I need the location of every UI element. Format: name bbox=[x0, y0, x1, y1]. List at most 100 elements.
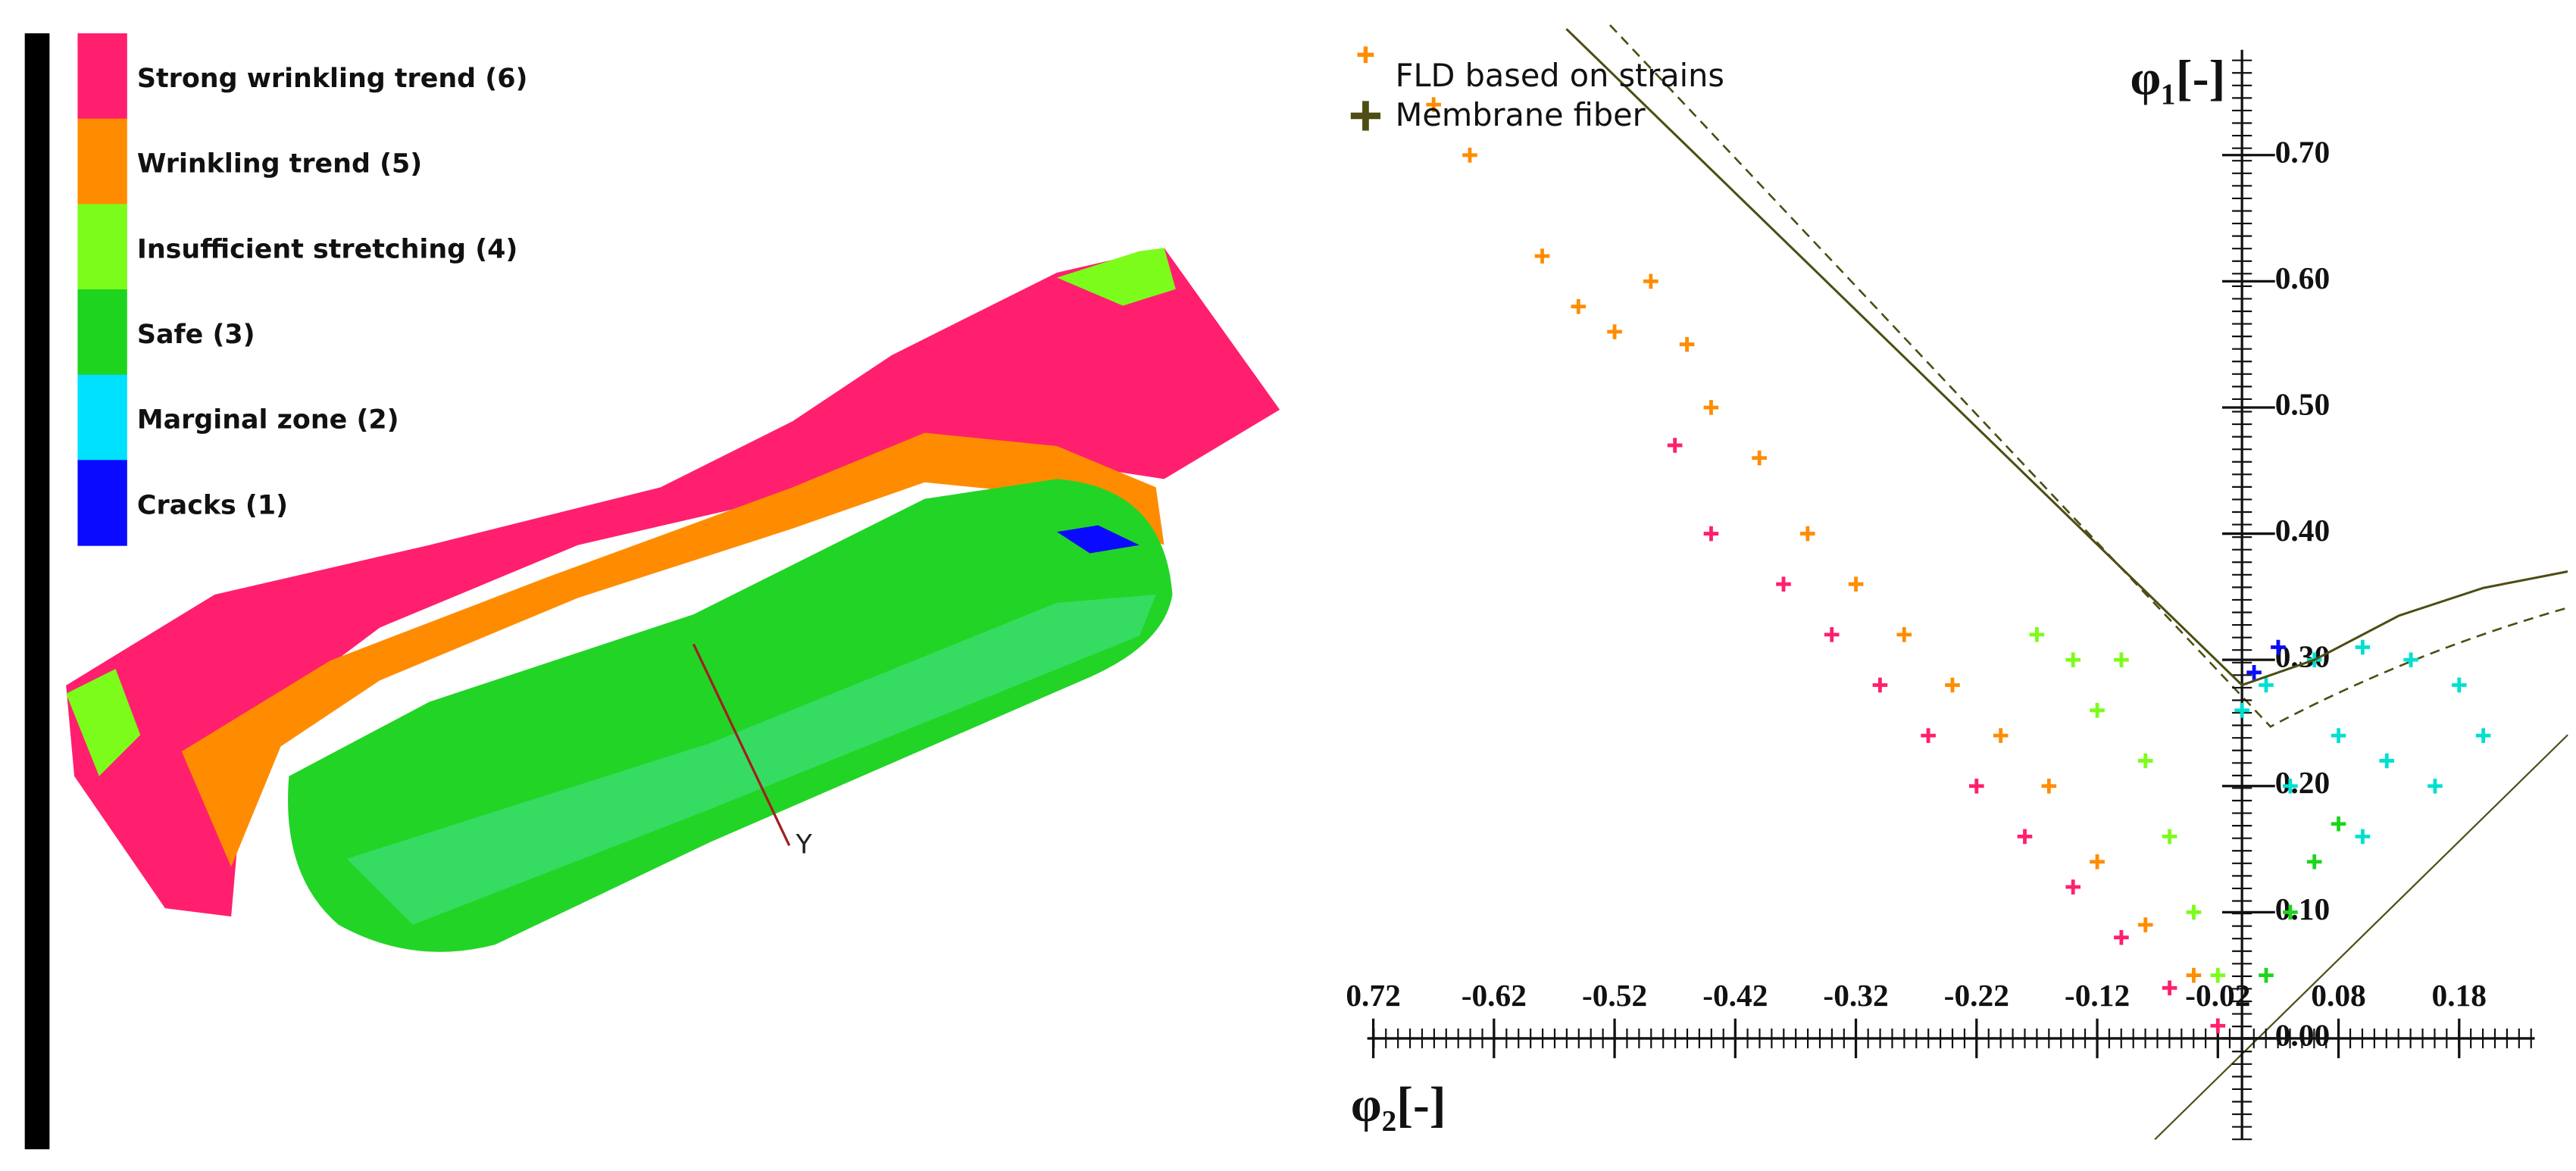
x-tick-label: 0.18 bbox=[2432, 978, 2487, 1013]
legend-label: Marginal zone (2) bbox=[137, 405, 399, 436]
y-tick-label: 0.10 bbox=[2275, 892, 2330, 926]
point bbox=[2451, 677, 2467, 693]
point bbox=[1776, 576, 1791, 592]
point bbox=[1872, 677, 1888, 693]
point bbox=[1534, 248, 1550, 264]
x-tick-label: -0.02 bbox=[2185, 978, 2250, 1013]
point bbox=[2428, 778, 2443, 794]
point bbox=[2355, 639, 2371, 655]
point bbox=[2246, 665, 2262, 680]
point bbox=[1848, 576, 1864, 592]
y-tick-label: 0.50 bbox=[2275, 386, 2330, 421]
point bbox=[1752, 450, 1767, 466]
triad-label: Y bbox=[796, 829, 813, 860]
point bbox=[2331, 728, 2346, 743]
x-tick-label: -0.42 bbox=[1702, 978, 1768, 1013]
legend-swatch bbox=[77, 118, 127, 205]
point bbox=[2210, 1018, 2226, 1034]
x-tick-label: -0.12 bbox=[2065, 978, 2130, 1013]
legend-swatch bbox=[77, 460, 127, 546]
point bbox=[1800, 526, 1815, 542]
legend-label: Safe (3) bbox=[137, 320, 255, 350]
point bbox=[2271, 639, 2286, 655]
point bbox=[2090, 702, 2105, 718]
point bbox=[1993, 728, 2009, 743]
flange-patch bbox=[1056, 248, 1176, 306]
legend-swatch bbox=[77, 33, 127, 120]
point bbox=[2162, 829, 2177, 845]
point bbox=[2403, 652, 2418, 667]
x-tick-label: -0.32 bbox=[1823, 978, 1888, 1013]
point bbox=[1679, 336, 1695, 352]
legend: Strong wrinkling trend (6) Wrinkling tren… bbox=[77, 33, 527, 546]
membrane-fiber-line bbox=[1565, 28, 2568, 687]
point bbox=[2137, 917, 2153, 932]
point bbox=[2331, 816, 2346, 832]
x-tick-label: -0.62 bbox=[1462, 978, 1527, 1013]
x-tick-label: 0.08 bbox=[2311, 978, 2365, 1013]
plane-strain-line bbox=[2154, 734, 2568, 1140]
point bbox=[1643, 273, 1658, 289]
y-tick-label: 0.70 bbox=[2275, 134, 2330, 169]
point bbox=[2065, 652, 2081, 667]
point bbox=[1945, 677, 1960, 693]
marks bbox=[1426, 28, 2568, 1034]
crack-spot bbox=[1056, 525, 1140, 554]
x-tick-label: -0.22 bbox=[1944, 978, 2009, 1013]
triad-axis bbox=[692, 643, 791, 846]
point bbox=[2029, 627, 2045, 642]
wall bbox=[181, 432, 1165, 867]
point bbox=[2259, 967, 2274, 983]
point bbox=[2379, 753, 2395, 769]
point bbox=[1824, 627, 1840, 642]
legend-label: Membrane fiber bbox=[1396, 97, 1646, 133]
y-tick-label: 0.00 bbox=[2275, 1017, 2330, 1052]
point bbox=[2306, 854, 2322, 870]
legend-swatch bbox=[77, 289, 127, 376]
legend-swatch bbox=[77, 204, 127, 290]
point bbox=[2041, 778, 2057, 794]
point bbox=[2283, 778, 2298, 794]
legend-label: Insufficient stretching (4) bbox=[137, 234, 517, 264]
point bbox=[2114, 929, 2129, 945]
flange-patch bbox=[66, 669, 141, 776]
point bbox=[1968, 778, 1984, 794]
fld-dashed-line bbox=[1609, 24, 2568, 728]
y-tick-label: 0.20 bbox=[2275, 765, 2330, 800]
point bbox=[1462, 147, 1477, 163]
plot: 0.72 -0.62 -0.52 -0.42 -0.32 -0.22 -0.12 -0.02 0… bbox=[1346, 28, 2568, 1141]
point bbox=[2090, 854, 2105, 870]
legend-marker bbox=[1357, 46, 1374, 64]
legend-label: Strong wrinkling trend (6) bbox=[137, 64, 528, 94]
point bbox=[2162, 980, 2177, 996]
point bbox=[2114, 652, 2129, 667]
point bbox=[1571, 298, 1587, 314]
point bbox=[2234, 702, 2249, 718]
point bbox=[1703, 526, 1719, 542]
side-bar bbox=[24, 33, 50, 1150]
legend-label: FLD based on strains bbox=[1396, 58, 1724, 94]
legend-label: Cracks (1) bbox=[137, 490, 288, 520]
point bbox=[2137, 753, 2153, 769]
y-tick-label: 0.60 bbox=[2275, 261, 2330, 295]
point bbox=[1703, 400, 1719, 415]
point bbox=[1921, 728, 1936, 743]
point bbox=[2186, 904, 2202, 920]
point bbox=[2475, 728, 2491, 743]
x-tick-label: 0.72 bbox=[1346, 978, 1400, 1013]
legend-marker bbox=[1350, 101, 1381, 131]
legend-label: Wrinkling trend (5) bbox=[137, 149, 422, 180]
x-tick-label: -0.52 bbox=[1582, 978, 1647, 1013]
point bbox=[2283, 904, 2298, 920]
flange bbox=[66, 248, 1280, 917]
point bbox=[2259, 677, 2274, 693]
highlight bbox=[346, 594, 1156, 925]
point bbox=[1426, 97, 1442, 112]
point bbox=[2017, 829, 2033, 845]
point bbox=[2186, 967, 2202, 983]
y-tick-label: 0.40 bbox=[2275, 513, 2330, 548]
point bbox=[1896, 627, 1912, 642]
point bbox=[2210, 967, 2226, 983]
point bbox=[2355, 829, 2371, 845]
